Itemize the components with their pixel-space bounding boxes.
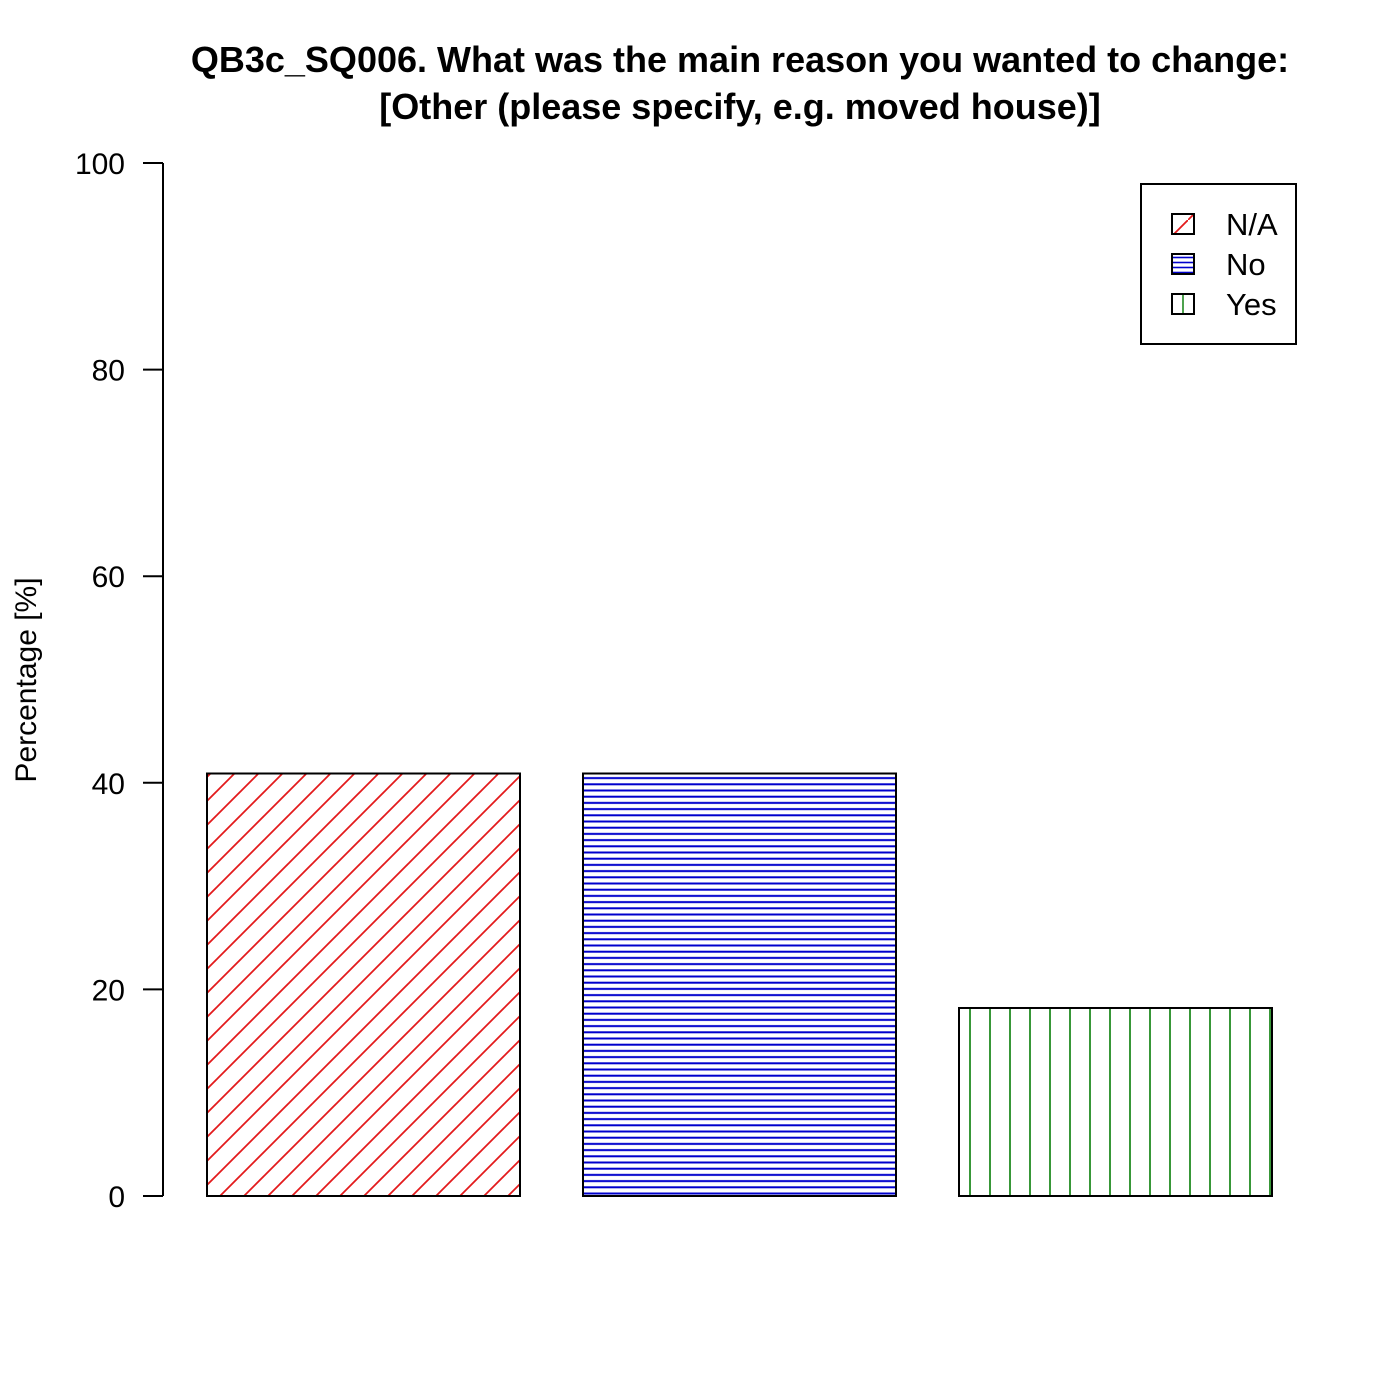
legend-entries: N/A No Yes	[1171, 207, 1278, 322]
chart-title-line-1: QB3c_SQ006. What was the main reason you…	[191, 39, 1289, 80]
legend-label-na: N/A	[1226, 207, 1278, 242]
y-tick-label: 40	[92, 768, 125, 801]
legend-swatch-no	[1171, 253, 1195, 275]
y-tick-label: 0	[108, 1181, 125, 1214]
legend: N/A No Yes	[1140, 183, 1297, 345]
bar-yes	[958, 1006, 1273, 1198]
chart-title-line-2: [Other (please specify, e.g. moved house…	[379, 86, 1101, 127]
legend-swatch-na	[1171, 213, 1195, 235]
y-tick-label: 100	[75, 148, 125, 181]
y-tick-label: 20	[92, 974, 125, 1007]
y-tick-label: 60	[92, 561, 125, 594]
y-axis: 0 20 40 60 80 100	[75, 148, 164, 1214]
legend-label-yes: Yes	[1226, 287, 1277, 322]
y-tick-label: 80	[92, 355, 125, 388]
chart-title: QB3c_SQ006. What was the main reason you…	[191, 39, 1289, 127]
bar-na	[206, 772, 521, 1197]
legend-label-no: No	[1226, 247, 1266, 282]
bars-group	[206, 772, 1273, 1198]
legend-box	[1140, 183, 1297, 345]
legend-swatch-yes	[1171, 293, 1195, 315]
y-axis-label: Percentage [%]	[10, 577, 43, 782]
bar-no	[582, 772, 897, 1197]
